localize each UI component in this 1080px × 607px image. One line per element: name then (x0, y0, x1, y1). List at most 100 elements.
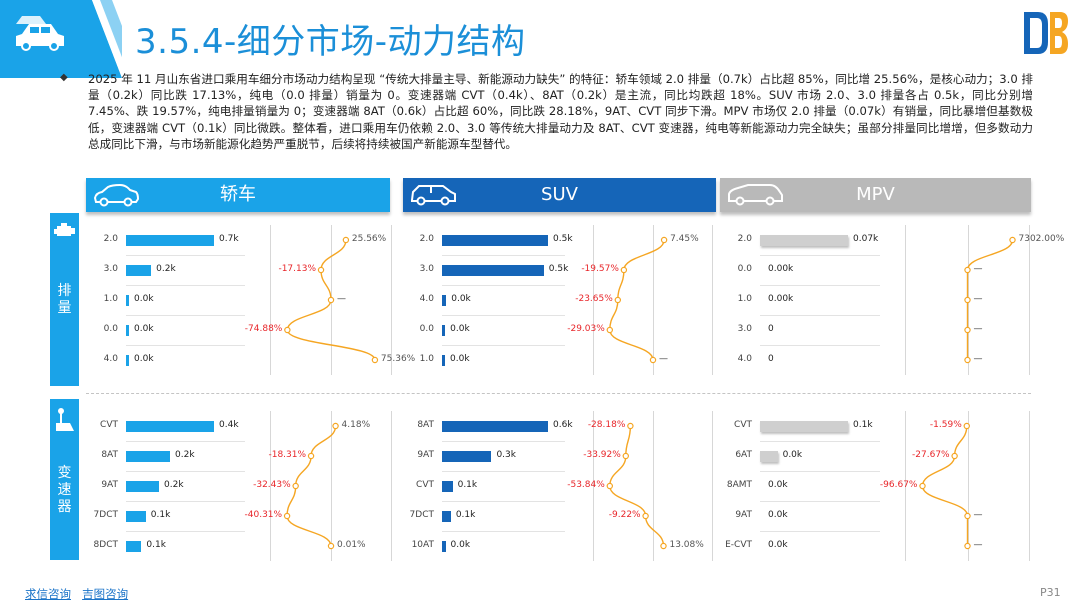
trend-chart-midline (967, 411, 969, 561)
yoy-label: -9.22% (608, 510, 641, 520)
bar-value: 0.0k (134, 294, 154, 304)
bar-suv (442, 511, 451, 522)
yoy-label: -17.13% (278, 264, 317, 274)
row-divider (442, 531, 565, 532)
bar-sedan (126, 481, 159, 492)
row-divider (442, 471, 565, 472)
yoy-trend-line (964, 236, 1016, 364)
row-divider (760, 501, 880, 502)
bar-mpv (760, 451, 778, 462)
row-label: 9AT (101, 480, 118, 490)
bar-sedan (126, 421, 214, 432)
bar-value: 0.2k (156, 264, 176, 274)
bar-suv (442, 481, 453, 492)
yoy-label: 25.56% (351, 234, 387, 244)
row-label: 0.0 (737, 264, 752, 274)
row-label: 2.0 (103, 234, 118, 244)
row-divider (442, 285, 565, 286)
bar-suv (442, 265, 544, 276)
trend-point (327, 542, 335, 550)
trend-path (609, 425, 665, 547)
category-label-sedan: 轿车 (220, 184, 256, 205)
yoy-label: — (973, 354, 983, 364)
bar-mpv (760, 421, 848, 432)
trend-chart-frame (905, 225, 1030, 375)
bar-value: 0.0k (451, 294, 471, 304)
bar-suv (442, 235, 548, 246)
row-label: 4.0 (419, 294, 434, 304)
category-header-mpv: MPV (720, 178, 1031, 212)
car-icon (16, 16, 64, 51)
yoy-label: 75.36% (380, 354, 416, 364)
row-label: 9AT (417, 450, 434, 460)
yoy-label: -40.31% (244, 510, 283, 520)
trend-chart-frame (270, 225, 392, 375)
bar-suv (442, 421, 548, 432)
row-label: 8AT (101, 450, 118, 460)
trend-point (964, 356, 971, 364)
bar-suv (442, 325, 446, 336)
yoy-label: — (973, 294, 983, 304)
trend-chart-frame (593, 225, 713, 375)
row-label: CVT (416, 480, 434, 490)
trend-point (606, 482, 613, 490)
footer-link-jitu[interactable]: 吉图咨询 (82, 587, 129, 601)
trend-point (622, 452, 629, 460)
row-divider (760, 315, 880, 316)
bar-value: 0.2k (164, 480, 184, 490)
trend-path (921, 425, 969, 546)
row-label: 8AT (417, 420, 434, 430)
yoy-trend-line (284, 236, 379, 364)
row-divider (126, 315, 245, 316)
section-separator (86, 393, 1031, 394)
yoy-label: -96.67% (879, 480, 918, 490)
summary-text: 2025 年 11 月山东省进口乘用车细分市场动力结构呈现 “传统大排量主导、新… (88, 72, 1033, 151)
bar-value: 0 (768, 324, 774, 334)
bar-suv (442, 451, 492, 462)
row-divider (442, 255, 565, 256)
trend-point (627, 422, 634, 430)
bar-sedan (126, 511, 146, 522)
trend-point (919, 482, 926, 490)
yoy-trend-line (283, 422, 339, 550)
bar-value: 0.5k (553, 234, 573, 244)
yoy-trend-line (919, 422, 971, 550)
row-label: 3.0 (419, 264, 434, 274)
trend-point (964, 512, 971, 520)
row-label: 10AT (411, 540, 434, 550)
sedan-icon (93, 183, 140, 207)
trend-point (327, 296, 335, 304)
category-label-suv: SUV (541, 184, 578, 205)
yoy-trend-line (606, 236, 668, 364)
row-label: 7DCT (93, 510, 118, 520)
trend-point (964, 296, 971, 304)
bar-suv (442, 541, 446, 552)
yoy-label: -33.92% (583, 450, 621, 460)
bar-mpv (760, 235, 848, 246)
row-divider (442, 501, 565, 502)
bar-value: 0.1k (455, 510, 476, 520)
gear-shift-icon (56, 408, 74, 431)
trend-point (283, 512, 291, 520)
row-divider (760, 345, 880, 346)
footer-link-qiuxin[interactable]: 求信咨询 (25, 587, 71, 601)
row-divider (442, 345, 565, 346)
trend-point (620, 266, 628, 274)
trend-point (964, 326, 971, 334)
bar-value: 0.1k (457, 480, 478, 490)
row-label: 1.0 (737, 294, 752, 304)
trend-path (286, 239, 376, 361)
trend-point (342, 236, 350, 244)
row-divider (760, 531, 880, 532)
yoy-label: — (973, 540, 983, 550)
row-divider (126, 471, 245, 472)
row-label: 9AT (735, 510, 752, 520)
bar-value: 0.4k (219, 420, 239, 430)
trend-point (649, 356, 657, 364)
row-divider (126, 285, 245, 286)
bar-value: 0.0k (768, 540, 788, 550)
bar-value: 0.0k (134, 324, 154, 334)
yoy-label: -53.84% (567, 480, 605, 490)
tab-displacement-label: 排量 (57, 283, 72, 316)
db-logo-icon (1024, 12, 1068, 54)
